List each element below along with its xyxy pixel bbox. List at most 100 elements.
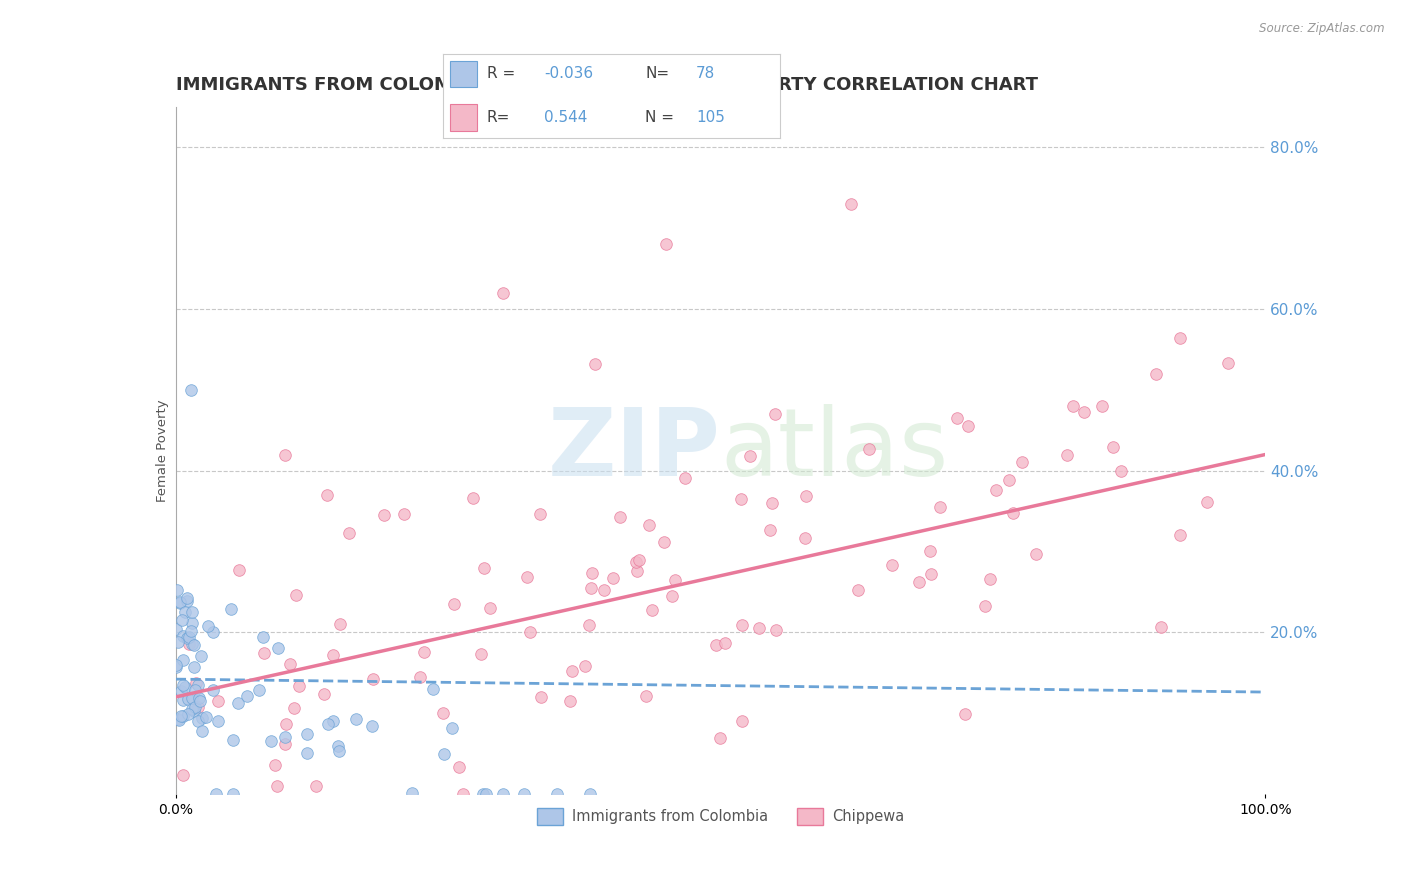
Point bbox=[328, 744, 350, 758]
Text: N=: N= bbox=[645, 66, 669, 81]
Point bbox=[882, 558, 904, 572]
Point bbox=[433, 747, 456, 761]
Point bbox=[283, 701, 305, 715]
Point bbox=[172, 693, 194, 707]
Point bbox=[315, 488, 337, 502]
Point bbox=[1218, 355, 1240, 369]
Point bbox=[730, 491, 752, 506]
Point bbox=[558, 694, 581, 708]
Point bbox=[519, 624, 541, 639]
Legend: Immigrants from Colombia, Chippewa: Immigrants from Colombia, Chippewa bbox=[531, 802, 910, 831]
Point bbox=[172, 768, 194, 782]
Point bbox=[763, 407, 786, 421]
Point bbox=[583, 357, 606, 371]
Point bbox=[578, 618, 600, 632]
Point bbox=[373, 508, 395, 522]
Point bbox=[181, 605, 204, 619]
Point bbox=[180, 637, 202, 651]
Point bbox=[305, 779, 328, 793]
Point bbox=[1195, 495, 1218, 509]
Point bbox=[228, 563, 250, 577]
Point bbox=[758, 523, 780, 537]
Point bbox=[165, 623, 187, 637]
Point bbox=[274, 716, 297, 731]
Point bbox=[187, 678, 209, 692]
Point bbox=[1144, 367, 1167, 381]
Point bbox=[1062, 399, 1084, 413]
Point bbox=[443, 597, 465, 611]
Point bbox=[472, 787, 495, 801]
Point bbox=[673, 471, 696, 485]
Point bbox=[179, 630, 201, 644]
Point bbox=[219, 602, 242, 616]
Point bbox=[183, 660, 205, 674]
Point bbox=[626, 555, 648, 569]
Point bbox=[195, 710, 218, 724]
Point bbox=[546, 787, 568, 801]
Point bbox=[451, 787, 474, 801]
Point bbox=[474, 787, 496, 801]
Point bbox=[183, 699, 205, 714]
Point bbox=[440, 721, 463, 735]
Point bbox=[295, 746, 318, 760]
Point bbox=[187, 691, 209, 706]
Point bbox=[714, 635, 737, 649]
Point bbox=[492, 285, 515, 300]
Text: ZIP: ZIP bbox=[548, 404, 721, 497]
Point bbox=[761, 496, 783, 510]
Point bbox=[408, 670, 430, 684]
Point bbox=[664, 573, 686, 587]
Point bbox=[165, 657, 187, 672]
Point bbox=[173, 605, 195, 619]
Point bbox=[470, 647, 492, 661]
Point bbox=[638, 517, 661, 532]
Point bbox=[1091, 399, 1114, 413]
Point bbox=[846, 582, 869, 597]
Point bbox=[986, 483, 1008, 497]
Point bbox=[183, 704, 205, 718]
Point bbox=[329, 617, 352, 632]
Point bbox=[626, 564, 648, 578]
Point bbox=[207, 694, 229, 708]
Point bbox=[574, 658, 596, 673]
Point bbox=[492, 787, 515, 801]
Point bbox=[709, 731, 731, 746]
Point bbox=[253, 646, 276, 660]
Point bbox=[187, 700, 209, 714]
Point bbox=[422, 681, 444, 696]
Text: Source: ZipAtlas.com: Source: ZipAtlas.com bbox=[1260, 22, 1385, 36]
Point bbox=[998, 473, 1021, 487]
Point bbox=[392, 507, 415, 521]
Point bbox=[266, 779, 288, 793]
Point bbox=[169, 709, 191, 723]
Point bbox=[204, 787, 226, 801]
Point bbox=[167, 635, 190, 649]
Point bbox=[907, 575, 929, 590]
Point bbox=[326, 739, 349, 753]
Point bbox=[858, 442, 880, 456]
Point bbox=[748, 622, 770, 636]
Point bbox=[793, 531, 815, 545]
Point bbox=[322, 714, 344, 729]
Point bbox=[180, 690, 202, 705]
Point bbox=[172, 677, 194, 691]
Point bbox=[361, 673, 384, 687]
Point bbox=[177, 706, 200, 721]
Point bbox=[173, 680, 195, 694]
Point bbox=[530, 690, 553, 704]
Point bbox=[1056, 448, 1078, 462]
Point bbox=[288, 679, 311, 693]
Point bbox=[236, 689, 259, 703]
Point bbox=[167, 712, 190, 726]
Point bbox=[579, 581, 602, 595]
Point bbox=[221, 787, 243, 801]
Point bbox=[974, 599, 997, 613]
Point bbox=[609, 509, 631, 524]
Point bbox=[401, 786, 423, 800]
Point bbox=[1001, 506, 1024, 520]
Point bbox=[344, 712, 367, 726]
Point bbox=[186, 675, 208, 690]
Point bbox=[765, 623, 787, 637]
Point bbox=[172, 629, 194, 643]
Point bbox=[979, 572, 1001, 586]
